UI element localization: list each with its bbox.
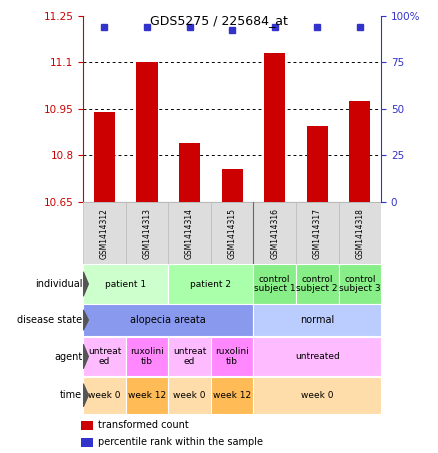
Text: ruxolini
tib: ruxolini tib: [130, 347, 164, 366]
Text: normal: normal: [300, 315, 334, 325]
Bar: [222, 169, 243, 202]
Text: GSM1414317: GSM1414317: [313, 208, 322, 259]
Bar: [83, 304, 254, 336]
Bar: [264, 53, 285, 202]
Bar: [211, 377, 254, 414]
Polygon shape: [83, 272, 88, 296]
Bar: [83, 265, 168, 304]
Bar: [179, 143, 200, 202]
Bar: [126, 202, 168, 265]
Bar: [254, 377, 381, 414]
Bar: [126, 337, 168, 376]
Bar: [126, 377, 168, 414]
Text: individual: individual: [35, 279, 82, 289]
Text: GDS5275 / 225684_at: GDS5275 / 225684_at: [150, 14, 288, 27]
Text: transformed count: transformed count: [98, 420, 189, 430]
Text: percentile rank within the sample: percentile rank within the sample: [98, 437, 263, 447]
Text: ruxolini
tib: ruxolini tib: [215, 347, 249, 366]
Polygon shape: [83, 310, 88, 330]
Text: week 0: week 0: [173, 391, 206, 400]
Text: disease state: disease state: [17, 315, 82, 325]
Text: GSM1414318: GSM1414318: [355, 208, 364, 259]
Bar: [83, 377, 126, 414]
Text: GSM1414312: GSM1414312: [100, 208, 109, 259]
Bar: [339, 265, 381, 304]
Bar: [83, 202, 126, 265]
Polygon shape: [83, 344, 88, 369]
Bar: [254, 202, 296, 265]
Text: GSM1414313: GSM1414313: [142, 208, 152, 259]
Bar: [168, 377, 211, 414]
Text: GSM1414316: GSM1414316: [270, 208, 279, 259]
Text: untreat
ed: untreat ed: [88, 347, 121, 366]
Bar: [136, 63, 158, 202]
Bar: [307, 126, 328, 202]
Text: control
subject 2: control subject 2: [297, 275, 338, 294]
Bar: [296, 265, 339, 304]
Text: week 12: week 12: [213, 391, 251, 400]
Text: untreated: untreated: [295, 352, 339, 361]
Text: patient 2: patient 2: [191, 280, 231, 289]
Text: week 12: week 12: [128, 391, 166, 400]
Text: untreat
ed: untreat ed: [173, 347, 206, 366]
Text: control
subject 3: control subject 3: [339, 275, 381, 294]
Bar: [168, 202, 211, 265]
Bar: [349, 101, 371, 202]
Bar: [254, 337, 381, 376]
Text: GSM1414315: GSM1414315: [228, 208, 237, 259]
Bar: [211, 202, 254, 265]
Bar: [94, 112, 115, 202]
Text: week 0: week 0: [301, 391, 333, 400]
Bar: [83, 337, 126, 376]
Bar: [339, 202, 381, 265]
Bar: [81, 438, 93, 447]
Text: patient 1: patient 1: [105, 280, 146, 289]
Text: control
subject 1: control subject 1: [254, 275, 296, 294]
Bar: [296, 202, 339, 265]
Bar: [81, 421, 93, 430]
Bar: [168, 337, 211, 376]
Text: time: time: [60, 390, 82, 400]
Text: agent: agent: [54, 352, 82, 361]
Bar: [254, 304, 381, 336]
Bar: [168, 265, 254, 304]
Bar: [254, 265, 296, 304]
Polygon shape: [83, 384, 88, 407]
Text: week 0: week 0: [88, 391, 121, 400]
Text: GSM1414314: GSM1414314: [185, 208, 194, 259]
Bar: [211, 337, 254, 376]
Text: alopecia areata: alopecia areata: [131, 315, 206, 325]
